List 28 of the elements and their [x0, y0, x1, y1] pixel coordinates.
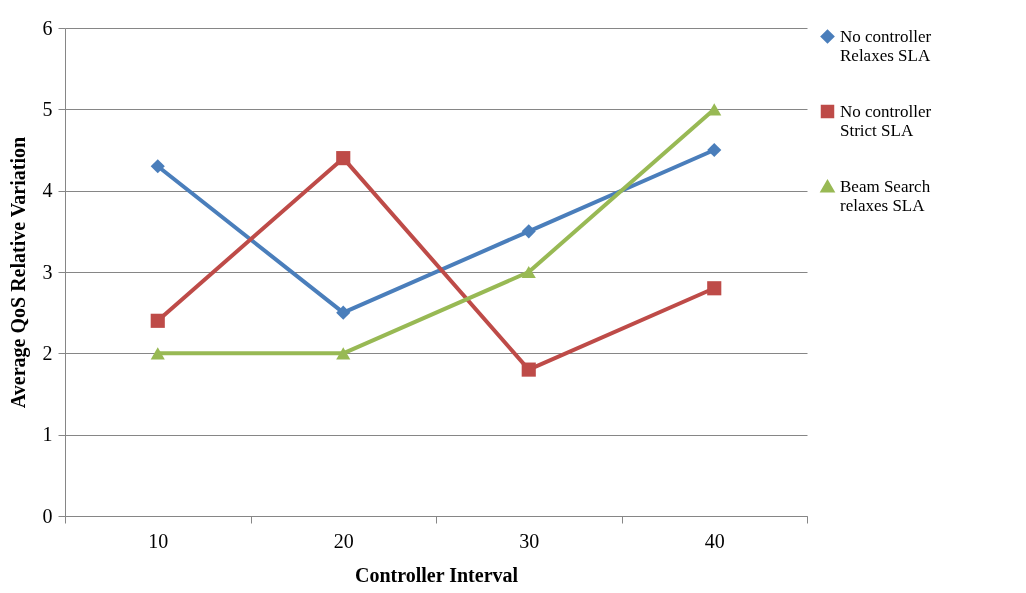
x-tick-label: 10 [148, 529, 169, 552]
x-axis-title: Controller Interval [354, 563, 519, 586]
point [521, 224, 536, 239]
x-tick-label: 30 [519, 529, 540, 552]
point [336, 151, 351, 166]
point [150, 347, 165, 360]
y-tick-label: 0 [42, 504, 53, 527]
y-axis-title: Average QoS Relative Variation [6, 136, 30, 409]
y-tick-label: 4 [42, 179, 53, 202]
y-tick-label: 1 [42, 423, 53, 446]
x-tick-label: 20 [333, 529, 354, 552]
point [707, 103, 722, 116]
point [150, 159, 165, 174]
point [521, 265, 536, 279]
point [707, 281, 722, 296]
y-tick-label: 2 [42, 341, 53, 364]
y-tick-label: 3 [42, 260, 53, 283]
point [336, 347, 351, 360]
y-tick-label: 5 [42, 97, 53, 120]
legend-label: No controller Strict SLA [840, 101, 932, 140]
point [336, 305, 351, 320]
legend-label: Beam Search relaxes SLA [840, 176, 931, 215]
x-tick-label: 40 [704, 529, 725, 552]
point [150, 313, 165, 328]
y-tick-label: 6 [42, 16, 53, 39]
point [707, 142, 722, 158]
point [521, 362, 536, 377]
legend-label: No controller Relaxes SLA [840, 26, 932, 65]
